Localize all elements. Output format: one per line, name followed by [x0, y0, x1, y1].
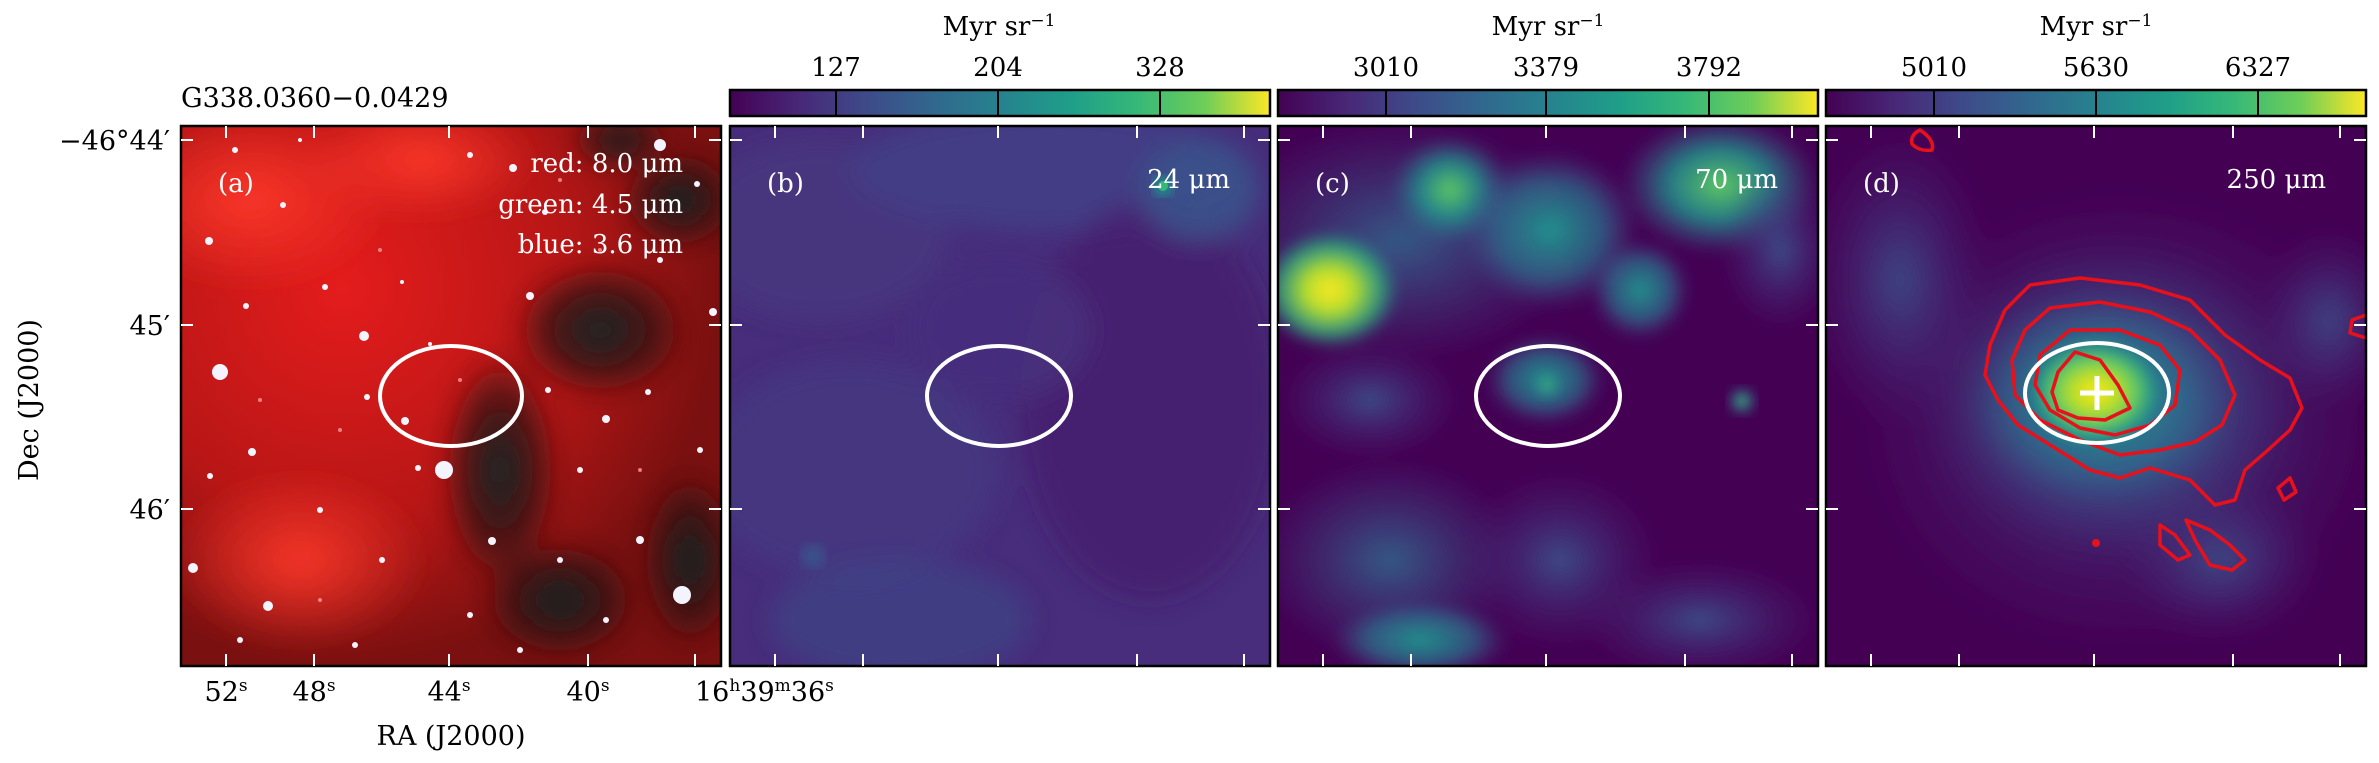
dec-axis-label: Dec (J2000) — [14, 319, 45, 481]
colorbar-c-gradient — [1276, 88, 1820, 118]
colorbar-b-unit: Myr sr−1 — [943, 11, 1056, 42]
panel-a-image — [181, 126, 721, 666]
colorbar-b-tick-2: 204 — [973, 53, 1023, 83]
ra-tick-5: 16h39m36s — [695, 676, 834, 708]
panel-b-ellipse — [925, 344, 1073, 448]
panel-d-frame — [1824, 124, 2368, 668]
panel-d-wavelength: 250 μm — [2227, 165, 2326, 195]
ra-tick-3: 44s — [427, 676, 470, 708]
panel-c-wavelength: 70 μm — [1695, 165, 1778, 195]
panel-b-frame — [728, 124, 1272, 668]
panel-b-image — [730, 126, 1270, 666]
colorbar-d-tick-3: 6327 — [2225, 53, 2291, 83]
ra-tick-2: 48s — [292, 676, 335, 708]
panel-d-cross-icon — [2080, 376, 2114, 410]
panel-c-ellipse — [1474, 344, 1622, 448]
panel-d-ellipse — [2023, 341, 2171, 445]
dec-tick-labels: −46°44′ 45′ 46′ — [59, 126, 170, 526]
panel-c-ticks — [1278, 126, 1818, 666]
colorbar-c-tick-1: 3010 — [1353, 53, 1419, 83]
ra-tick-1: 52s — [204, 676, 247, 708]
panel-a-tag: (a) — [218, 169, 254, 199]
dec-tick-3: 46′ — [130, 495, 171, 526]
panel-d-marker-dot — [2092, 539, 2100, 547]
colorbar-d-tick-2: 5630 — [2063, 53, 2129, 83]
panel-c-tag: (c) — [1315, 169, 1350, 199]
panel-a: (a) red: 8.0 μm green: 4.5 μm blue: 3.6 … — [179, 124, 723, 668]
panel-d-ticks — [1826, 126, 2366, 666]
colorbar-d-unit: Myr sr−1 — [2040, 11, 2153, 42]
panel-c-image — [1278, 126, 1818, 666]
panel-a-ticks — [181, 126, 721, 666]
dec-tick-1: −46°44′ — [59, 126, 170, 157]
colorbar-b-tick-1: 127 — [811, 53, 861, 83]
panel-a-legend-green: green: 4.5 μm — [498, 190, 683, 220]
panel-a-frame — [179, 124, 723, 668]
panel-b-wavelength: 24 μm — [1147, 165, 1230, 195]
ra-tick-labels: 52s 48s 44s 40s 16h39m36s — [204, 676, 833, 708]
panel-c: (c) 70 μm — [1276, 124, 1820, 668]
panel-b: (b) 24 μm — [728, 124, 1272, 668]
ra-tick-4: 40s — [566, 676, 609, 708]
panel-d: (d) 250 μm — [1824, 124, 2368, 668]
panel-b-tag: (b) — [767, 169, 804, 199]
colorbar-c: Myr sr−1 3010 3379 3792 — [1276, 11, 1820, 118]
panel-a-legend-red: red: 8.0 μm — [530, 149, 683, 179]
panel-d-tag: (d) — [1863, 169, 1900, 199]
panel-d-contours — [1909, 128, 2366, 572]
colorbar-d-tick-1: 5010 — [1901, 53, 1967, 83]
panel-a-ellipse — [378, 344, 524, 448]
panel-a-legend-blue: blue: 3.6 μm — [518, 230, 683, 260]
colorbar-b-gradient — [728, 88, 1272, 118]
colorbar-b: Myr sr−1 127 204 328 — [728, 11, 1272, 118]
colorbar-c-unit: Myr sr−1 — [1492, 11, 1605, 42]
panel-d-image — [1826, 126, 2366, 666]
dec-tick-2: 45′ — [130, 311, 171, 342]
colorbar-d: Myr sr−1 5010 5630 6327 — [1824, 11, 2368, 118]
source-name: G338.0360−0.0429 — [181, 83, 449, 114]
colorbar-c-tick-3: 3792 — [1676, 53, 1742, 83]
ra-axis-label: RA (J2000) — [376, 721, 525, 752]
colorbar-c-tick-2: 3379 — [1513, 53, 1579, 83]
colorbar-b-tick-3: 328 — [1135, 53, 1185, 83]
panel-b-ticks — [730, 126, 1270, 666]
panel-c-frame — [1276, 124, 1820, 668]
